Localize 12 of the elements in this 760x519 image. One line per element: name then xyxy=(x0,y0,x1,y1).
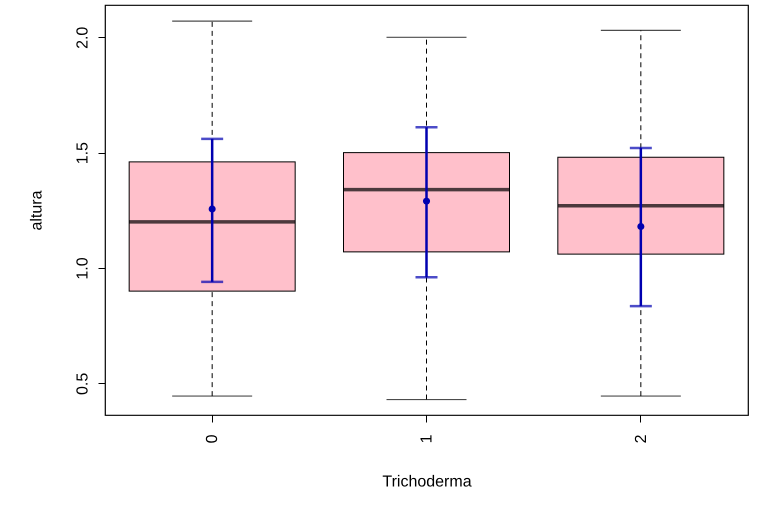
y-tick-label: 1.5 xyxy=(74,142,92,164)
x-tick-label: 2 xyxy=(632,434,650,444)
y-axis-title: altura xyxy=(28,190,46,231)
x-axis-title: Trichoderma xyxy=(382,473,472,490)
y-tick-label: 0.5 xyxy=(74,372,92,396)
point xyxy=(422,198,430,205)
y-tick-label: 2.0 xyxy=(74,26,92,49)
x-tick-label: 1 xyxy=(418,434,436,444)
x-tick-label: 0 xyxy=(204,434,222,444)
point xyxy=(208,205,216,212)
point xyxy=(637,222,644,230)
y-tick-label: 1.0 xyxy=(74,257,92,280)
